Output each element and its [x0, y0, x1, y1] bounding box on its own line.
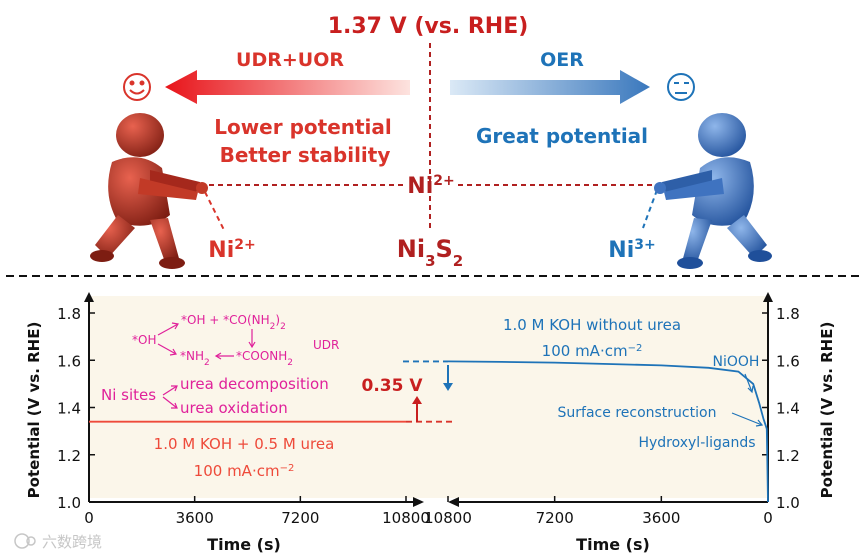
- center-potential-label: 1.37 V (vs. RHE): [328, 14, 529, 39]
- left-current-label: 100 mA·cm−2: [194, 462, 295, 480]
- right-gradient-arrow: [450, 70, 650, 104]
- x-tick-label-1-1: 7200: [536, 509, 574, 527]
- left-benefit-line2: Better stability: [220, 143, 391, 167]
- surface-reconstruction-label: Surface reconstruction: [558, 405, 717, 421]
- axis-ticks-group: 1.0 1.2 1.4 1.6 1.8 0 3600 7200 10800 1.0 1.2 1.4 1.…: [57, 305, 800, 527]
- mech-udr-label: UDR: [313, 338, 339, 352]
- right-branch-dashed-line: [642, 189, 658, 229]
- watermark-text: 六数跨境: [42, 533, 102, 551]
- x-tick-label-0-3: 10800: [382, 509, 430, 527]
- right-benefit-line1: Great potential: [476, 124, 648, 148]
- right-annotation-arrows: [731, 373, 764, 427]
- right-x-axis-arrowhead: [448, 497, 459, 507]
- left-condition-label: 1.0 M KOH + 0.5 M urea: [154, 435, 335, 453]
- urea-mechanism-scheme: *OH *OH + *CO(NH2)2 *NH2 *COONH2 UDR Ni …: [101, 313, 339, 417]
- blue-figure-illustration: [654, 113, 772, 269]
- niooh-label: NiOOH: [713, 354, 760, 370]
- y-tick-label-0-4: 1.8: [57, 305, 81, 323]
- x-tick-label-1-3: 0: [763, 509, 773, 527]
- y-tick-label-0-2: 1.4: [57, 400, 81, 418]
- y-tick-label-1-2: 1.4: [776, 400, 800, 418]
- y-tick-label-1-0: 1.0: [776, 494, 800, 512]
- center-species-label: Ni2+: [407, 173, 454, 199]
- watermark: 六数跨境: [14, 533, 102, 551]
- mech-oh-ads: *OH: [132, 333, 156, 347]
- left-branch-dashed-line: [204, 191, 226, 233]
- right-arrow-label: OER: [540, 49, 584, 71]
- left-y-axis-arrowhead: [84, 292, 94, 302]
- chart-background: [89, 296, 768, 498]
- gap-down-arrowhead: [443, 383, 453, 391]
- left-species-label: Ni2+: [208, 237, 255, 263]
- happy-face-icon: [123, 73, 151, 101]
- left-x-axis-arrowhead: [413, 497, 424, 507]
- gap-up-arrowhead: [412, 396, 422, 404]
- right-current-label: 100 mA·cm−2: [542, 342, 643, 360]
- left-x-axis-label: Time (s): [207, 535, 281, 554]
- y-tick-label-0-3: 1.6: [57, 352, 81, 370]
- x-tick-label-0-1: 3600: [176, 509, 214, 527]
- potential-gap-label: 0.35 V: [361, 376, 423, 396]
- unhappy-face-icon: [667, 73, 695, 101]
- mechanism-arrows: [157, 322, 256, 409]
- right-condition-label: 1.0 M KOH without urea: [503, 316, 681, 334]
- series-line-1-0: [447, 360, 769, 503]
- left-arrow-label: UDR+UOR: [236, 49, 344, 71]
- x-tick-label-1-2: 3600: [642, 509, 680, 527]
- left-y-axis-label: Potential (V vs. RHE): [25, 322, 43, 499]
- red-figure-illustration: [90, 113, 208, 269]
- x-tick-label-0-0: 0: [84, 509, 94, 527]
- right-y-axis-arrowhead: [763, 292, 773, 302]
- ni-sites-label: Ni sites: [101, 386, 156, 404]
- mech-oh-co: *OH + *CO(NH2)2: [181, 313, 286, 332]
- mech-nh2: *NH2: [180, 349, 210, 368]
- x-tick-label-1-0: 10800: [424, 509, 472, 527]
- series-group: [89, 360, 769, 503]
- right-x-axis-label: Time (s): [576, 535, 650, 554]
- y-tick-label-0-0: 1.0: [57, 494, 81, 512]
- catalyst-label: Ni3S2: [397, 235, 463, 270]
- y-tick-label-1-1: 1.2: [776, 447, 800, 465]
- mech-coonh2: *COONH2: [236, 349, 293, 368]
- right-species-label: Ni3+: [608, 237, 655, 263]
- hydroxyl-ligands-label: Hydroxyl-ligands: [638, 435, 755, 451]
- y-tick-label-1-3: 1.6: [776, 352, 800, 370]
- right-y-axis-label: Potential (V vs. RHE): [818, 322, 836, 499]
- y-tick-label-0-1: 1.2: [57, 447, 81, 465]
- x-tick-label-0-2: 7200: [281, 509, 319, 527]
- left-benefit-line1: Lower potential: [214, 115, 392, 139]
- urea-decomposition-label: urea decomposition: [180, 375, 329, 393]
- y-tick-label-1-4: 1.8: [776, 305, 800, 323]
- urea-oxidation-label: urea oxidation: [180, 399, 288, 417]
- left-gradient-arrow: [165, 70, 410, 104]
